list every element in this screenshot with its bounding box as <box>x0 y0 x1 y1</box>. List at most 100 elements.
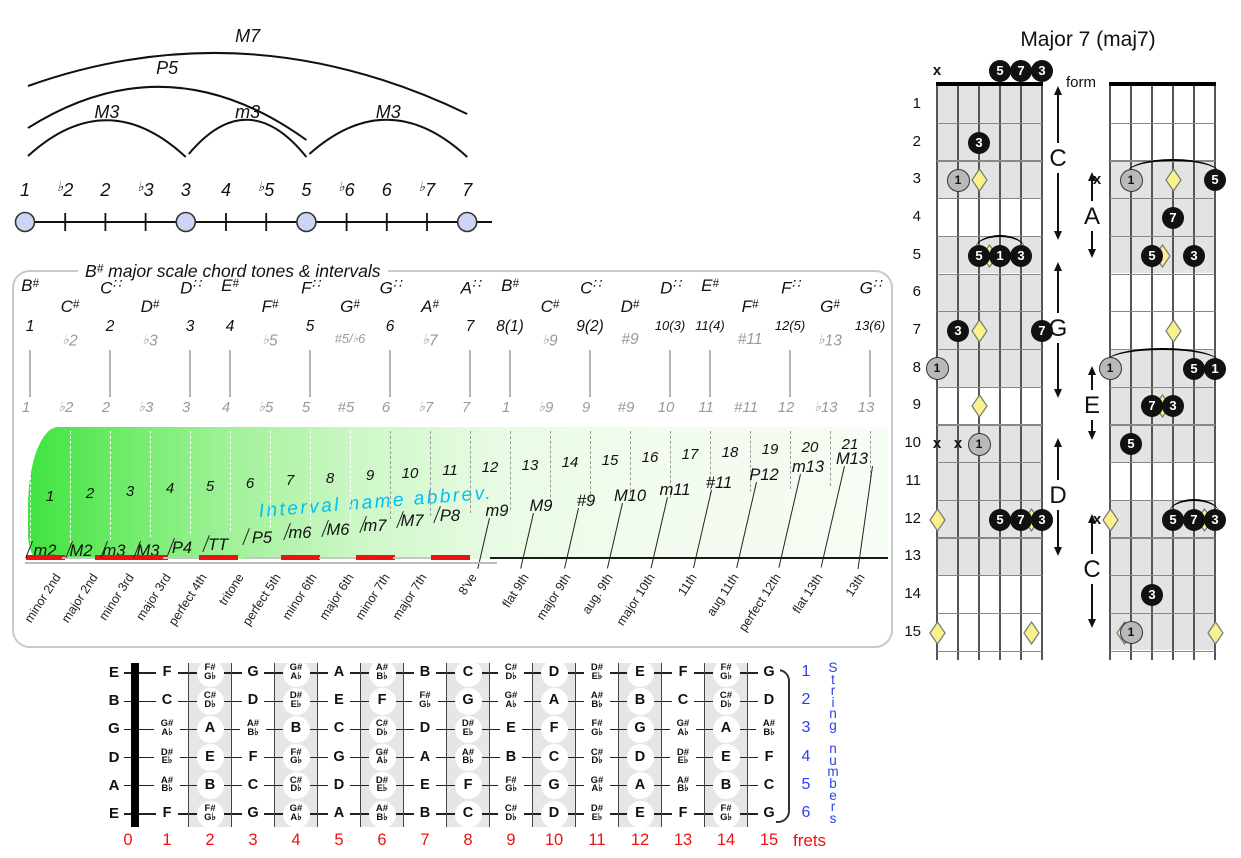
note-label: F <box>672 664 694 680</box>
form-arrow-down <box>1087 249 1096 258</box>
string-line <box>124 813 776 815</box>
string-line <box>999 85 1001 660</box>
shaded-fret-row <box>937 85 1042 123</box>
fret-number: 2 <box>912 132 921 150</box>
chord-tone-dot-3: 3 <box>1162 395 1184 418</box>
form-letter-D: D <box>1045 482 1071 510</box>
degree-connector <box>469 350 471 397</box>
degree-connector <box>789 350 791 397</box>
form-letter-A: A <box>1079 203 1105 231</box>
cell-separator-dashed <box>310 431 311 525</box>
scale-note: F# <box>261 297 279 316</box>
scale-note: C# <box>60 297 80 316</box>
form-arrow-up <box>1053 262 1062 271</box>
cell-separator-dashed <box>590 431 591 504</box>
string-line <box>957 85 959 660</box>
fret-line <box>937 160 1042 162</box>
fret-number-red: 2 <box>205 831 215 849</box>
fret-wire <box>660 663 663 827</box>
degree-repeat: 1 <box>21 399 31 416</box>
fret-number: 1 <box>912 94 921 112</box>
shaded-fret-row <box>937 348 1042 387</box>
degree-repeat: ♭2 <box>58 399 74 417</box>
interval-abbrev: m7 <box>363 517 387 535</box>
note-label: G# A♭ <box>289 803 303 823</box>
interval-abbrev: M10 <box>613 487 647 505</box>
note-label: E <box>635 805 645 821</box>
scale-note: F∷ <box>781 276 800 298</box>
interval-abbrev: #9 <box>576 492 596 510</box>
interval-number: 20 <box>801 438 819 456</box>
cell-separator-dashed <box>510 431 511 510</box>
string-axis-letter: n <box>829 741 837 757</box>
fret-number: 7 <box>912 321 921 339</box>
note-label: B <box>500 748 522 765</box>
scale-panel-title: B# major scale chord tones & intervals <box>78 261 388 282</box>
fret-number-red: 7 <box>420 831 430 849</box>
fret-number-red: 5 <box>334 831 344 849</box>
degree-connector <box>389 350 391 397</box>
note-circle <box>282 715 310 743</box>
note-label: C# D♭ <box>584 748 610 766</box>
note-label: G <box>462 692 474 709</box>
degree-repeat: 6 <box>381 399 391 416</box>
fret-number: 4 <box>912 207 921 225</box>
interval-number: 18 <box>721 443 739 461</box>
string-line <box>1041 85 1043 660</box>
scale-tone-diamond <box>928 620 946 645</box>
note-circle <box>454 687 482 715</box>
scale-note: D∷ <box>180 276 201 298</box>
degree-connector <box>869 350 871 397</box>
cell-separator-dashed <box>830 431 831 486</box>
interval-number: 5 <box>205 477 215 495</box>
fret-wire <box>488 663 491 827</box>
interval-abbrev: #11 <box>705 474 733 492</box>
chord-tone-node <box>175 211 197 233</box>
note-label: A# B♭ <box>375 803 389 823</box>
note-label: A <box>204 720 216 737</box>
fret-line <box>937 386 1042 388</box>
form-arrow-down <box>1087 619 1096 628</box>
fret-line <box>1110 650 1215 652</box>
interval-number: 7 <box>285 472 295 490</box>
form-arrow-down <box>1053 547 1062 556</box>
shaded-fret-row <box>1110 537 1215 576</box>
note-label: C# D♭ <box>203 690 217 710</box>
degree-repeat: 11 <box>698 399 714 416</box>
note-circle <box>454 772 482 800</box>
degree-connector <box>189 350 191 397</box>
note-label: F# G♭ <box>498 776 524 794</box>
degree-repeat: 3 <box>181 399 191 416</box>
interval-abbrev: m11 <box>659 481 691 499</box>
degree-repeat: ♭9 <box>538 399 554 417</box>
semitone-red-bar <box>26 555 65 560</box>
note-label: A <box>548 692 560 709</box>
scale-degree: ♭5 <box>262 331 278 350</box>
scale-degree: 6 <box>385 318 395 335</box>
note-circle <box>282 687 310 715</box>
interval-arc-diagram: 1 ♭2 2 ♭3 3 4 ♭5 5 ♭6 6 ♭7 7 M7 P5 M3 m3 M3 <box>0 0 500 248</box>
note-label: A# B♭ <box>670 776 696 794</box>
note-label: E <box>635 664 645 680</box>
barre-arc <box>1127 159 1219 173</box>
note-label: F# G♭ <box>290 746 302 767</box>
note-label: D <box>548 805 560 821</box>
degree-connector <box>309 350 311 397</box>
note-label: F# G♭ <box>720 803 732 823</box>
cell-separator-dashed <box>110 431 111 540</box>
note-circle <box>196 659 224 687</box>
note-circle <box>540 772 568 800</box>
root-dot-1: 1 <box>925 357 949 381</box>
semitone-gap-bar <box>393 557 432 559</box>
note-label: E <box>328 692 350 709</box>
fret-wire <box>531 663 534 827</box>
note-label: E <box>205 748 215 765</box>
note-circle <box>282 659 310 687</box>
note-label: F <box>672 805 694 821</box>
note-label: D# E♭ <box>289 690 303 710</box>
form-arrow-down <box>1087 431 1096 440</box>
note-label: C <box>462 664 474 680</box>
note-label: D# E♭ <box>461 718 475 738</box>
note-label: D <box>242 692 264 709</box>
note-circle <box>196 772 224 800</box>
